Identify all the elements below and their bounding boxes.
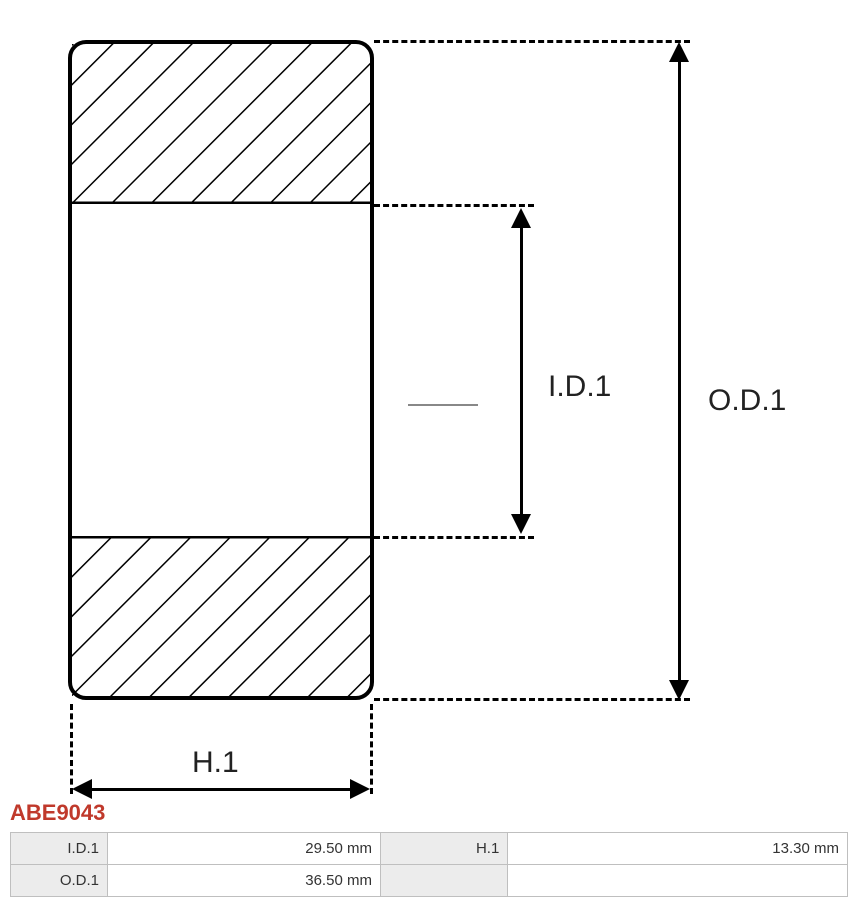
hatch-top: [72, 44, 370, 204]
dim-h1-line: [88, 788, 354, 791]
table-row: O.D.1 36.50 mm: [11, 865, 848, 897]
label-id1: I.D.1: [548, 370, 611, 404]
dim-od1-line: [678, 58, 681, 684]
label-h1: H.1: [192, 746, 239, 780]
dim-id1-arrow-down: [511, 514, 531, 534]
part-number: ABE9043: [0, 800, 848, 832]
table-row: I.D.1 29.50 mm H.1 13.30 mm: [11, 833, 848, 865]
spec-key: [380, 865, 507, 897]
spec-key: H.1: [380, 833, 507, 865]
dim-od1-arrow-down: [669, 680, 689, 700]
dim-h1-arrow-left: [72, 779, 92, 799]
ext-id-top: [374, 204, 534, 207]
ext-h-right: [370, 704, 373, 794]
dim-id1-line: [520, 224, 523, 518]
hatch-bottom: [72, 536, 370, 696]
dim-id1-arrow-up: [511, 208, 531, 228]
spec-value: 36.50 mm: [108, 865, 381, 897]
ext-od-bottom: [374, 698, 690, 701]
spec-value: 13.30 mm: [508, 833, 848, 865]
page: O.D.1 I.D.1 H.1 ABE9043 I.D.1 29.50 mm H…: [0, 0, 848, 897]
ext-id-bottom: [374, 536, 534, 539]
label-od1: O.D.1: [708, 384, 786, 418]
specs-table: I.D.1 29.50 mm H.1 13.30 mm O.D.1 36.50 …: [10, 832, 848, 897]
dim-h1-arrow-right: [350, 779, 370, 799]
centerline: [408, 404, 478, 406]
spec-key: O.D.1: [11, 865, 108, 897]
spec-key: I.D.1: [11, 833, 108, 865]
technical-diagram: O.D.1 I.D.1 H.1: [0, 0, 848, 800]
spec-value: 29.50 mm: [108, 833, 381, 865]
spec-value: [508, 865, 848, 897]
ext-od-top: [374, 40, 690, 43]
cross-section-outline: [68, 40, 374, 700]
dim-od1-arrow-up: [669, 42, 689, 62]
